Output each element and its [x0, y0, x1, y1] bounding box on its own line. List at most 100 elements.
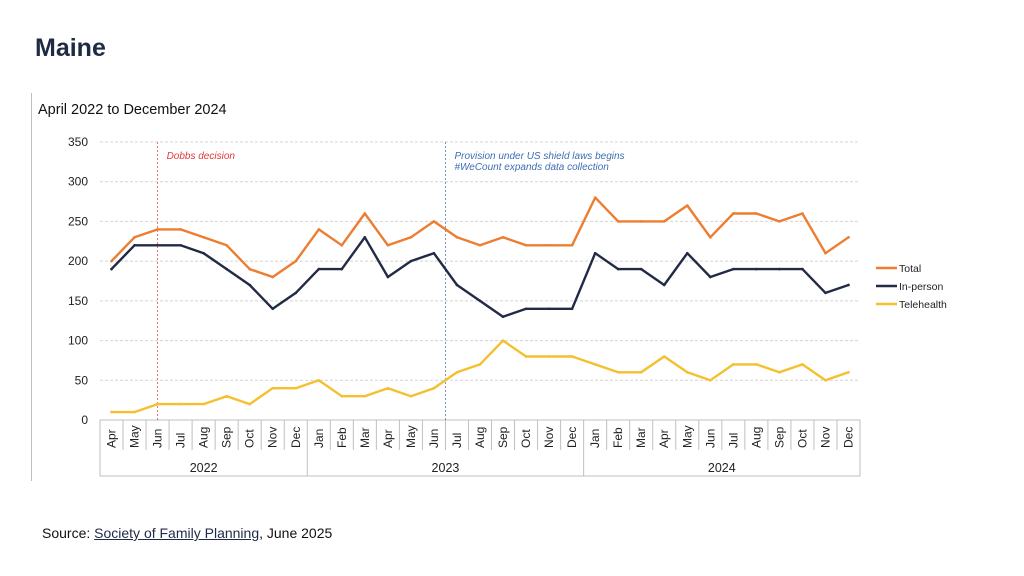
data-point: [732, 267, 735, 271]
data-point: [248, 267, 251, 271]
data-point: [593, 363, 597, 366]
data-point: [432, 386, 436, 390]
y-tick-label: 200: [68, 254, 88, 268]
x-tick-label: Nov: [266, 427, 280, 448]
x-tick-label: Jan: [312, 429, 326, 448]
y-tick-label: 300: [68, 175, 88, 189]
data-point: [639, 267, 643, 271]
data-point: [616, 371, 620, 374]
data-point: [732, 363, 735, 366]
data-point: [340, 267, 344, 271]
x-tick-label: Mar: [358, 427, 372, 448]
x-tick-label: Jul: [174, 433, 188, 448]
data-point: [685, 204, 689, 207]
x-tick-label: Feb: [335, 427, 349, 448]
data-point: [616, 267, 620, 271]
data-point: [225, 394, 228, 398]
data-point: [547, 355, 551, 358]
data-point: [409, 259, 413, 263]
data-point: [156, 228, 159, 231]
data-point: [732, 212, 735, 215]
y-tick-label: 150: [68, 294, 88, 308]
data-point: [709, 378, 712, 382]
data-point: [110, 410, 113, 414]
data-point: [248, 283, 251, 287]
x-tick-label: Sep: [772, 426, 786, 448]
annotation-label: Provision under US shield laws begins: [454, 151, 624, 162]
data-point: [801, 267, 804, 271]
data-point: [824, 291, 827, 295]
data-point: [363, 394, 367, 398]
data-point: [409, 394, 413, 398]
data-point: [570, 307, 574, 311]
data-point: [847, 371, 850, 374]
x-tick-label: Sep: [496, 426, 510, 448]
data-point: [778, 267, 781, 271]
x-tick-label: Jul: [726, 433, 740, 448]
data-point: [248, 402, 251, 406]
data-point: [662, 220, 666, 223]
x-tick-label: May: [680, 425, 694, 448]
data-point: [478, 243, 482, 247]
data-point: [202, 236, 205, 239]
data-point: [271, 275, 275, 279]
data-point: [386, 275, 390, 279]
data-point: [363, 236, 367, 239]
data-point: [202, 251, 205, 255]
source-link[interactable]: Society of Family Planning: [94, 525, 260, 541]
y-tick-label: 250: [68, 214, 88, 228]
data-point: [847, 283, 850, 287]
x-tick-label: Jun: [427, 429, 441, 448]
x-tick-label: Oct: [519, 429, 533, 448]
x-tick-label: Feb: [611, 427, 625, 448]
panel-divider: [31, 93, 32, 481]
data-point: [616, 220, 620, 223]
x-tick-label: Jul: [450, 433, 464, 448]
data-point: [524, 307, 528, 311]
data-point: [501, 236, 505, 239]
data-point: [778, 371, 781, 374]
x-tick-label: Apr: [105, 429, 119, 448]
legend-label: Telehealth: [899, 299, 947, 311]
data-point: [432, 251, 436, 255]
data-point: [524, 355, 528, 358]
data-point: [432, 220, 436, 223]
data-point: [294, 291, 298, 295]
x-tick-label: Dec: [289, 427, 303, 448]
chart-title: April 2022 to December 2024: [38, 102, 227, 118]
x-tick-label: Jan: [588, 429, 602, 448]
data-point: [110, 259, 113, 263]
data-point: [662, 355, 666, 358]
data-point: [524, 243, 528, 247]
data-point: [755, 363, 758, 366]
data-point: [501, 315, 505, 319]
x-tick-label: May: [404, 425, 418, 448]
data-point: [386, 243, 390, 247]
data-point: [570, 355, 574, 358]
x-tick-label: Dec: [565, 427, 579, 448]
y-tick-label: 350: [68, 135, 88, 149]
data-point: [847, 236, 850, 239]
data-point: [778, 220, 781, 223]
data-point: [156, 243, 159, 247]
data-point: [179, 228, 182, 231]
data-point: [824, 378, 827, 382]
data-point: [755, 267, 758, 271]
legend-label: Total: [899, 263, 921, 275]
data-point: [593, 196, 597, 199]
x-tick-label: Apr: [381, 429, 395, 448]
data-point: [202, 402, 205, 406]
data-point: [340, 243, 344, 247]
x-tick-label: Jun: [703, 429, 717, 448]
y-tick-label: 50: [75, 373, 89, 387]
x-tick-label: Nov: [542, 427, 556, 448]
data-point: [156, 402, 159, 406]
year-label: 2022: [190, 461, 218, 475]
data-point: [271, 386, 275, 390]
data-point: [317, 267, 321, 271]
x-tick-label: Jun: [151, 429, 165, 448]
data-point: [801, 363, 804, 366]
data-point: [801, 212, 804, 215]
data-point: [478, 363, 482, 366]
